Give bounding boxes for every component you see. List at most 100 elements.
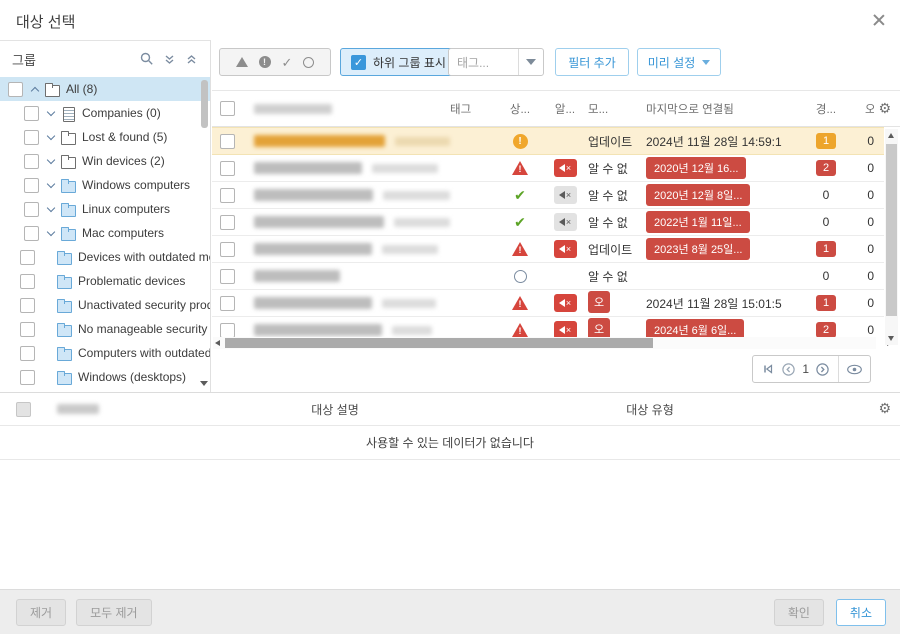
tree-item-windows-computers[interactable]: Windows computers <box>0 173 210 197</box>
checked-checkbox-icon[interactable]: ✓ <box>351 54 366 70</box>
row-checkbox[interactable] <box>220 160 235 176</box>
tree-checkbox[interactable] <box>24 225 39 241</box>
tree-checkbox[interactable] <box>20 321 35 337</box>
tree-item-no-manageable[interactable]: No manageable security proc <box>0 317 210 341</box>
scrollbar-thumb[interactable] <box>225 338 653 348</box>
status-filter-button[interactable]: ! ✓ <box>219 48 331 76</box>
device-row[interactable]: 오 2024년 11월 28일 15:01:5 1 0 <box>212 290 884 317</box>
tree-checkbox[interactable] <box>20 369 35 385</box>
row-checkbox[interactable] <box>220 133 235 149</box>
tree-item-outdated-os[interactable]: Computers with outdated ope <box>0 341 210 365</box>
search-icon[interactable] <box>140 52 154 66</box>
device-row[interactable]: 오 2024년 6월 6일... 2 0 <box>212 317 884 337</box>
remove-all-button[interactable]: 모두 제거 <box>76 599 152 626</box>
previous-page-icon[interactable] <box>781 362 796 377</box>
device-row[interactable]: 업데이트 2023년 8월 25일... 1 0 <box>212 236 884 263</box>
chevron-down-icon[interactable] <box>45 227 57 239</box>
column-target-description[interactable]: 대상 설명 <box>311 402 359 417</box>
mute-icon[interactable] <box>553 159 577 177</box>
cancel-button[interactable]: 취소 <box>835 599 886 626</box>
tree-item-companies[interactable]: Companies (0) <box>0 101 210 125</box>
collapse-all-icon[interactable] <box>185 53 198 66</box>
view-settings-icon[interactable] <box>846 363 863 376</box>
chevron-down-icon[interactable] <box>45 107 57 119</box>
tree-checkbox[interactable] <box>20 273 35 289</box>
column-tag[interactable]: 태그 <box>450 103 472 116</box>
tree-checkbox[interactable] <box>20 297 35 313</box>
column-settings-gear-icon[interactable]: ⚙ <box>878 100 891 117</box>
chevron-down-icon[interactable] <box>45 131 57 143</box>
chevron-down-icon[interactable] <box>45 203 57 215</box>
tree-item-lost-found[interactable]: Lost & found (5) <box>0 125 210 149</box>
tree-item-windows-desktops[interactable]: Windows (desktops) <box>0 365 210 389</box>
column-last-connected[interactable]: 마지막으로 연결됨 <box>646 103 734 116</box>
horizontal-scrollbar[interactable] <box>213 337 892 349</box>
row-checkbox[interactable] <box>220 187 235 203</box>
close-icon[interactable] <box>871 12 887 28</box>
expand-all-icon[interactable] <box>163 53 176 66</box>
scrollbar-thumb[interactable] <box>886 144 897 316</box>
tree-item-linux-computers[interactable]: Linux computers <box>0 197 210 221</box>
tree-checkbox[interactable] <box>24 129 39 145</box>
tree-checkbox[interactable] <box>24 177 39 193</box>
tag-filter-dropdown[interactable]: 태그... <box>448 48 544 76</box>
device-row[interactable]: 업데이트 2024년 11월 28일 14:59:1 1 0 <box>212 127 884 155</box>
row-checkbox[interactable] <box>220 268 235 284</box>
mute-icon[interactable] <box>553 240 577 258</box>
chevron-down-icon[interactable] <box>45 179 57 191</box>
row-checkbox[interactable] <box>220 322 235 337</box>
show-subgroups-toggle[interactable]: ✓ 하위 그룹 표시 <box>340 48 457 76</box>
column-errors[interactable]: 오 <box>865 103 874 116</box>
remove-button[interactable]: 제거 <box>16 599 67 626</box>
mode-value: 알 수 없 <box>588 215 628 230</box>
dialog-title: 대상 선택 <box>16 14 76 31</box>
preset-button[interactable]: 미리 설정 <box>637 48 721 76</box>
tree-checkbox[interactable] <box>24 105 39 121</box>
device-row[interactable]: 알 수 없 0 0 <box>212 263 884 290</box>
column-alerts[interactable]: 알... <box>554 103 576 116</box>
tree-item-outdated-modules[interactable]: Devices with outdated modul <box>0 245 210 269</box>
tree-item-problematic[interactable]: Problematic devices <box>0 269 210 293</box>
column-target-type[interactable]: 대상 유형 <box>626 402 674 417</box>
vertical-scrollbar[interactable] <box>885 129 898 345</box>
group-tree: All (8) Companies (0) Lost & found (5) W… <box>0 77 210 391</box>
mute-icon[interactable] <box>553 321 577 337</box>
tree-item-mac-computers[interactable]: Mac computers <box>0 221 210 245</box>
tree-item-win-devices[interactable]: Win devices (2) <box>0 149 210 173</box>
next-page-icon[interactable] <box>815 362 830 377</box>
folder-icon <box>57 250 72 265</box>
device-row[interactable]: 알 수 없 2020년 12월 16... 2 0 <box>212 155 884 182</box>
tree-item-all[interactable]: All (8) <box>0 77 210 101</box>
dropdown-arrow-icon[interactable] <box>519 59 543 65</box>
device-row[interactable]: 알 수 없 2020년 12월 8일... 0 0 <box>212 182 884 209</box>
select-all-checkbox[interactable] <box>220 101 235 116</box>
tree-item-label: Computers with outdated ope <box>78 346 210 360</box>
mute-icon[interactable] <box>553 213 577 231</box>
device-row[interactable]: 알 수 없 2022년 1월 11일... 0 0 <box>212 209 884 236</box>
tree-checkbox[interactable] <box>24 201 39 217</box>
column-warnings[interactable]: 경... <box>815 103 837 116</box>
tree-scroll-down-icon[interactable] <box>200 381 208 386</box>
chevron-down-icon[interactable] <box>45 155 57 167</box>
tree-checkbox[interactable] <box>8 81 23 97</box>
row-checkbox[interactable] <box>220 295 235 311</box>
row-checkbox[interactable] <box>220 214 235 230</box>
mute-icon[interactable] <box>553 294 577 312</box>
add-filter-button[interactable]: 필터 추가 <box>555 48 629 76</box>
tree-item-unactivated[interactable]: Unactivated security product <box>0 293 210 317</box>
row-checkbox[interactable] <box>220 241 235 257</box>
tree-checkbox[interactable] <box>20 249 35 265</box>
tree-scrollbar[interactable] <box>201 80 208 128</box>
mute-icon[interactable] <box>553 186 577 204</box>
tree-checkbox[interactable] <box>20 345 35 361</box>
chevron-up-icon[interactable] <box>29 83 41 95</box>
scroll-left-icon[interactable] <box>215 339 220 346</box>
column-settings-gear-icon[interactable]: ⚙ <box>878 401 891 417</box>
column-mode[interactable]: 모... <box>588 103 609 116</box>
ok-button[interactable]: 확인 <box>773 599 824 626</box>
tree-item-mobile-devices[interactable]: Mobile devices <box>0 389 210 391</box>
tree-checkbox[interactable] <box>24 153 39 169</box>
first-page-icon[interactable] <box>761 362 775 376</box>
column-status[interactable]: 상... <box>509 103 531 116</box>
